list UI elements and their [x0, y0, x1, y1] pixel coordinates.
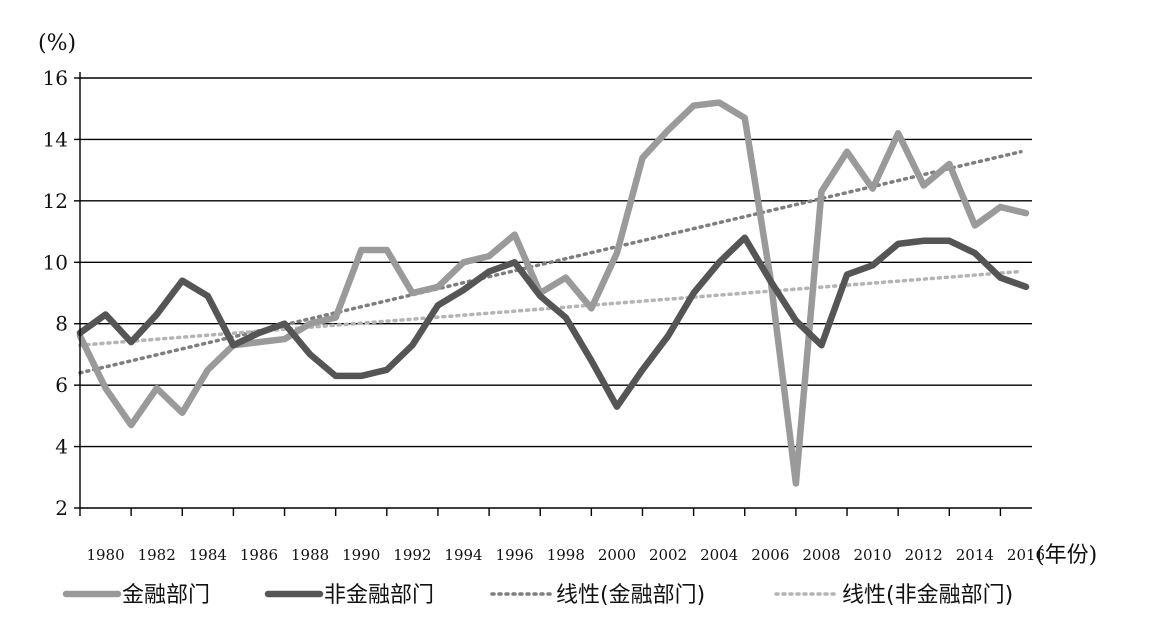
y-tick-label: 14 [43, 127, 68, 151]
x-tick-label: 2014 [956, 546, 994, 564]
y-tick-label: 2 [55, 496, 68, 520]
x-tick-label: 2000 [598, 546, 636, 564]
legend-label-0: 金融部门 [122, 583, 210, 608]
series-line-1 [76, 234, 1030, 410]
x-tick-label: 1996 [496, 546, 534, 564]
series-line-0 [76, 99, 1030, 487]
x-tick-label: 2004 [700, 546, 738, 564]
x-tick-label: 1990 [342, 546, 380, 564]
x-tick-label: 2012 [905, 546, 943, 564]
y-tick-label: 10 [43, 250, 68, 274]
trend-line-2 [78, 149, 1023, 375]
x-tick-label: 1994 [444, 546, 482, 564]
x-tick-label: 1984 [189, 546, 227, 564]
legend: 金融部门 非金融部门 线性(金融部门) 线性(非金融部门) [62, 583, 1013, 608]
x-tick-label: 1992 [393, 546, 431, 564]
legend-label-3: 线性(非金融部门) [842, 583, 1013, 608]
y-tick-label: 6 [55, 373, 68, 397]
y-tick-label: 8 [55, 312, 68, 336]
x-tick-label: 1986 [240, 546, 278, 564]
x-tick-label: 2010 [854, 546, 892, 564]
x-tick-label: 1998 [547, 546, 585, 564]
x-tick-label: 2008 [802, 546, 840, 564]
x-tick-label: 2016 [1007, 546, 1045, 564]
x-axis-unit-label: (年份) [1036, 543, 1097, 568]
series-lines [76, 99, 1030, 487]
legend-label-1: 非金融部门 [324, 583, 434, 608]
x-tick-label: 1988 [291, 546, 329, 564]
y-tick-label: 12 [43, 189, 68, 213]
axes [74, 72, 1032, 516]
x-tick-label: 1982 [138, 546, 176, 564]
legend-label-2: 线性(金融部门) [556, 583, 705, 608]
x-tick-label: 2002 [649, 546, 687, 564]
x-tick-label: 1980 [86, 546, 124, 564]
y-axis-unit-label: (%) [38, 31, 76, 56]
tick-labels: 2 4 6 8 10 12 14 16 1980 1982 1984 1986 1988 1990 1992… [43, 66, 1046, 564]
y-tick-label: 16 [43, 66, 68, 90]
gridlines [80, 77, 1032, 448]
y-tick-label: 4 [55, 435, 68, 459]
x-tick-label: 2006 [751, 546, 789, 564]
